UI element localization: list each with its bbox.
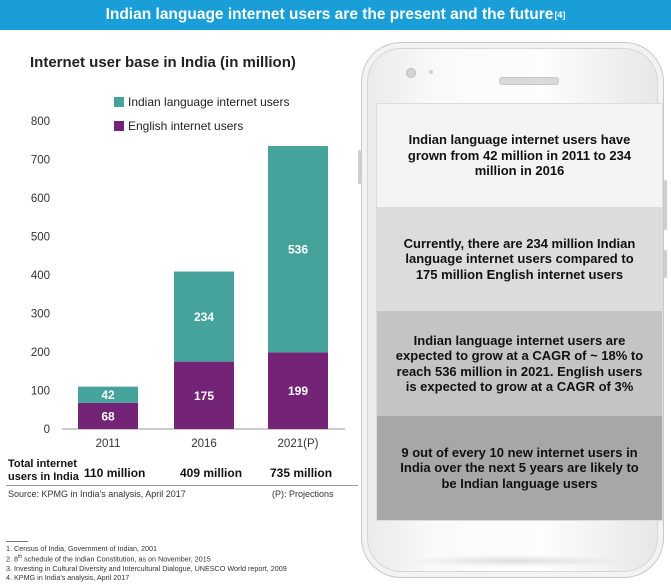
- banner-title: Indian language internet users are the p…: [105, 6, 554, 23]
- y-tick-label: 800: [31, 116, 50, 128]
- stacked-bar-chart: 0 100 200 300 400 500 600 700 800 68 42 2011 175 234 2…: [31, 95, 345, 450]
- projections-note: (P): Projections: [272, 489, 334, 499]
- totals-label-line2: users in India: [8, 471, 79, 483]
- phone-shadow: [403, 555, 627, 567]
- data-label: 42: [101, 388, 115, 402]
- legend-label: English internet users: [128, 119, 243, 133]
- sensor-icon: [429, 70, 433, 74]
- chart-title: Internet user base in India (in million): [30, 54, 296, 71]
- legend-swatch: [114, 97, 124, 107]
- x-tick-label: 2021(P): [278, 438, 319, 450]
- phone-screen: Indian language internet users have grow…: [376, 103, 663, 521]
- footnote-2: 2. 8th schedule of the Indian Constituti…: [6, 554, 211, 564]
- fact-box-2: Currently, there are 234 million Indian …: [377, 207, 662, 311]
- legend-label: Indian language internet users: [128, 95, 289, 109]
- fact-box-3: Indian language internet users are expec…: [377, 311, 662, 416]
- totals-divider: [6, 485, 358, 486]
- y-tick-label: 300: [31, 309, 50, 321]
- footnote-3: 3. Investing in Cultural Diversity and I…: [6, 563, 287, 573]
- phone-power-button: [664, 250, 667, 278]
- total-2016: 409 million: [180, 466, 243, 480]
- banner-reference: [4]: [554, 10, 566, 20]
- x-tick-label: 2016: [191, 438, 217, 450]
- bar-english-2021(P): [268, 352, 328, 429]
- data-label: 234: [194, 310, 214, 324]
- footnote-divider: [6, 541, 28, 542]
- phone-side-button: [358, 150, 361, 184]
- bar-indian-language-2011: [78, 386, 138, 403]
- footnotes-list: 1. Census of India, Government of Indian…: [6, 544, 287, 583]
- fact-box-4: 9 out of every 10 new internet users in …: [377, 416, 662, 520]
- bar-indian-language-2016: [174, 271, 234, 362]
- speaker-grille: [499, 77, 559, 85]
- legend-swatch: [114, 121, 124, 131]
- y-tick-label: 0: [44, 424, 50, 436]
- data-label: 175: [194, 389, 214, 403]
- data-label: 536: [288, 243, 308, 257]
- y-tick-label: 400: [31, 270, 50, 282]
- y-tick-label: 200: [31, 347, 50, 359]
- y-tick-label: 600: [31, 193, 50, 205]
- totals-label: Total internet users in India: [8, 458, 79, 484]
- y-tick-label: 500: [31, 232, 50, 244]
- phone-volume-button: [664, 180, 667, 230]
- camera-icon: [406, 68, 416, 78]
- total-2021: 735 million: [270, 466, 333, 480]
- bar-english-2011: [78, 402, 138, 429]
- bar-english-2016: [174, 361, 234, 429]
- header-banner: Indian language internet users are the p…: [0, 0, 671, 30]
- data-label: 199: [288, 384, 308, 398]
- totals-label-line1: Total internet: [8, 458, 77, 470]
- fact-box-1: Indian language internet users have grow…: [377, 104, 662, 207]
- bar-indian-language-2021(P): [268, 146, 328, 353]
- y-tick-label: 700: [31, 155, 50, 167]
- source-note: Source: KPMG in India's analysis, April …: [8, 489, 186, 499]
- footnote-4: 4. KPMG in India's analysis, April 2017: [6, 573, 130, 583]
- total-2011: 110 million: [84, 466, 146, 480]
- data-label: 68: [101, 409, 115, 423]
- x-tick-label: 2011: [96, 438, 121, 450]
- y-tick-label: 100: [31, 386, 50, 398]
- footnote-1: 1. Census of India, Government of Indian…: [6, 544, 158, 553]
